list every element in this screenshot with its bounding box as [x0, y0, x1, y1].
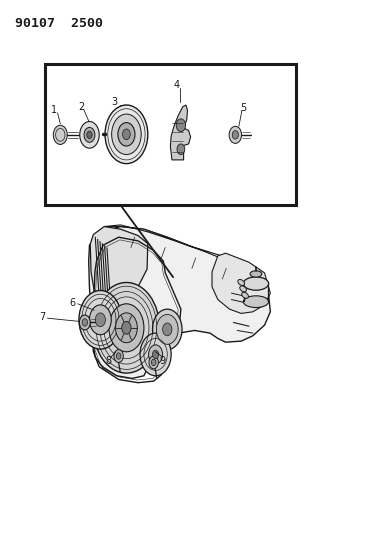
Ellipse shape	[244, 296, 268, 308]
Circle shape	[79, 315, 90, 330]
Circle shape	[82, 319, 88, 326]
Polygon shape	[89, 227, 270, 378]
Text: 6: 6	[69, 298, 75, 308]
Circle shape	[79, 290, 122, 349]
Ellipse shape	[238, 279, 245, 286]
Circle shape	[89, 305, 111, 335]
Circle shape	[156, 314, 178, 344]
Circle shape	[152, 350, 159, 359]
Ellipse shape	[240, 286, 247, 292]
Circle shape	[163, 323, 172, 336]
Ellipse shape	[250, 271, 262, 277]
Text: 1: 1	[51, 106, 58, 115]
Polygon shape	[170, 105, 191, 160]
Circle shape	[116, 353, 121, 359]
Circle shape	[149, 356, 158, 369]
Text: 4: 4	[174, 80, 180, 90]
Text: 7: 7	[39, 312, 45, 322]
Circle shape	[87, 131, 92, 139]
Circle shape	[122, 321, 131, 334]
Circle shape	[109, 304, 144, 352]
Circle shape	[149, 345, 163, 364]
Polygon shape	[90, 227, 148, 301]
Text: 3: 3	[112, 98, 118, 107]
Text: 2: 2	[78, 102, 84, 111]
Polygon shape	[104, 225, 261, 290]
Circle shape	[152, 309, 182, 350]
Text: 9: 9	[159, 357, 166, 366]
Circle shape	[232, 131, 238, 139]
Circle shape	[95, 313, 105, 327]
Circle shape	[114, 350, 123, 362]
Text: 90107  2500: 90107 2500	[15, 17, 103, 30]
Circle shape	[116, 313, 137, 343]
Circle shape	[80, 122, 99, 148]
Circle shape	[53, 125, 67, 144]
Circle shape	[118, 123, 135, 146]
Ellipse shape	[242, 292, 249, 298]
Text: 5: 5	[240, 103, 246, 113]
Text: 8: 8	[105, 357, 111, 366]
Circle shape	[176, 119, 186, 132]
Circle shape	[84, 127, 95, 142]
Circle shape	[177, 144, 185, 155]
Circle shape	[140, 333, 171, 376]
Polygon shape	[212, 253, 270, 313]
Circle shape	[93, 282, 159, 373]
Circle shape	[105, 105, 148, 164]
Circle shape	[112, 114, 141, 155]
Bar	[45, 64, 296, 205]
Circle shape	[229, 126, 242, 143]
Circle shape	[151, 359, 156, 366]
Circle shape	[123, 129, 130, 140]
Ellipse shape	[244, 277, 268, 290]
